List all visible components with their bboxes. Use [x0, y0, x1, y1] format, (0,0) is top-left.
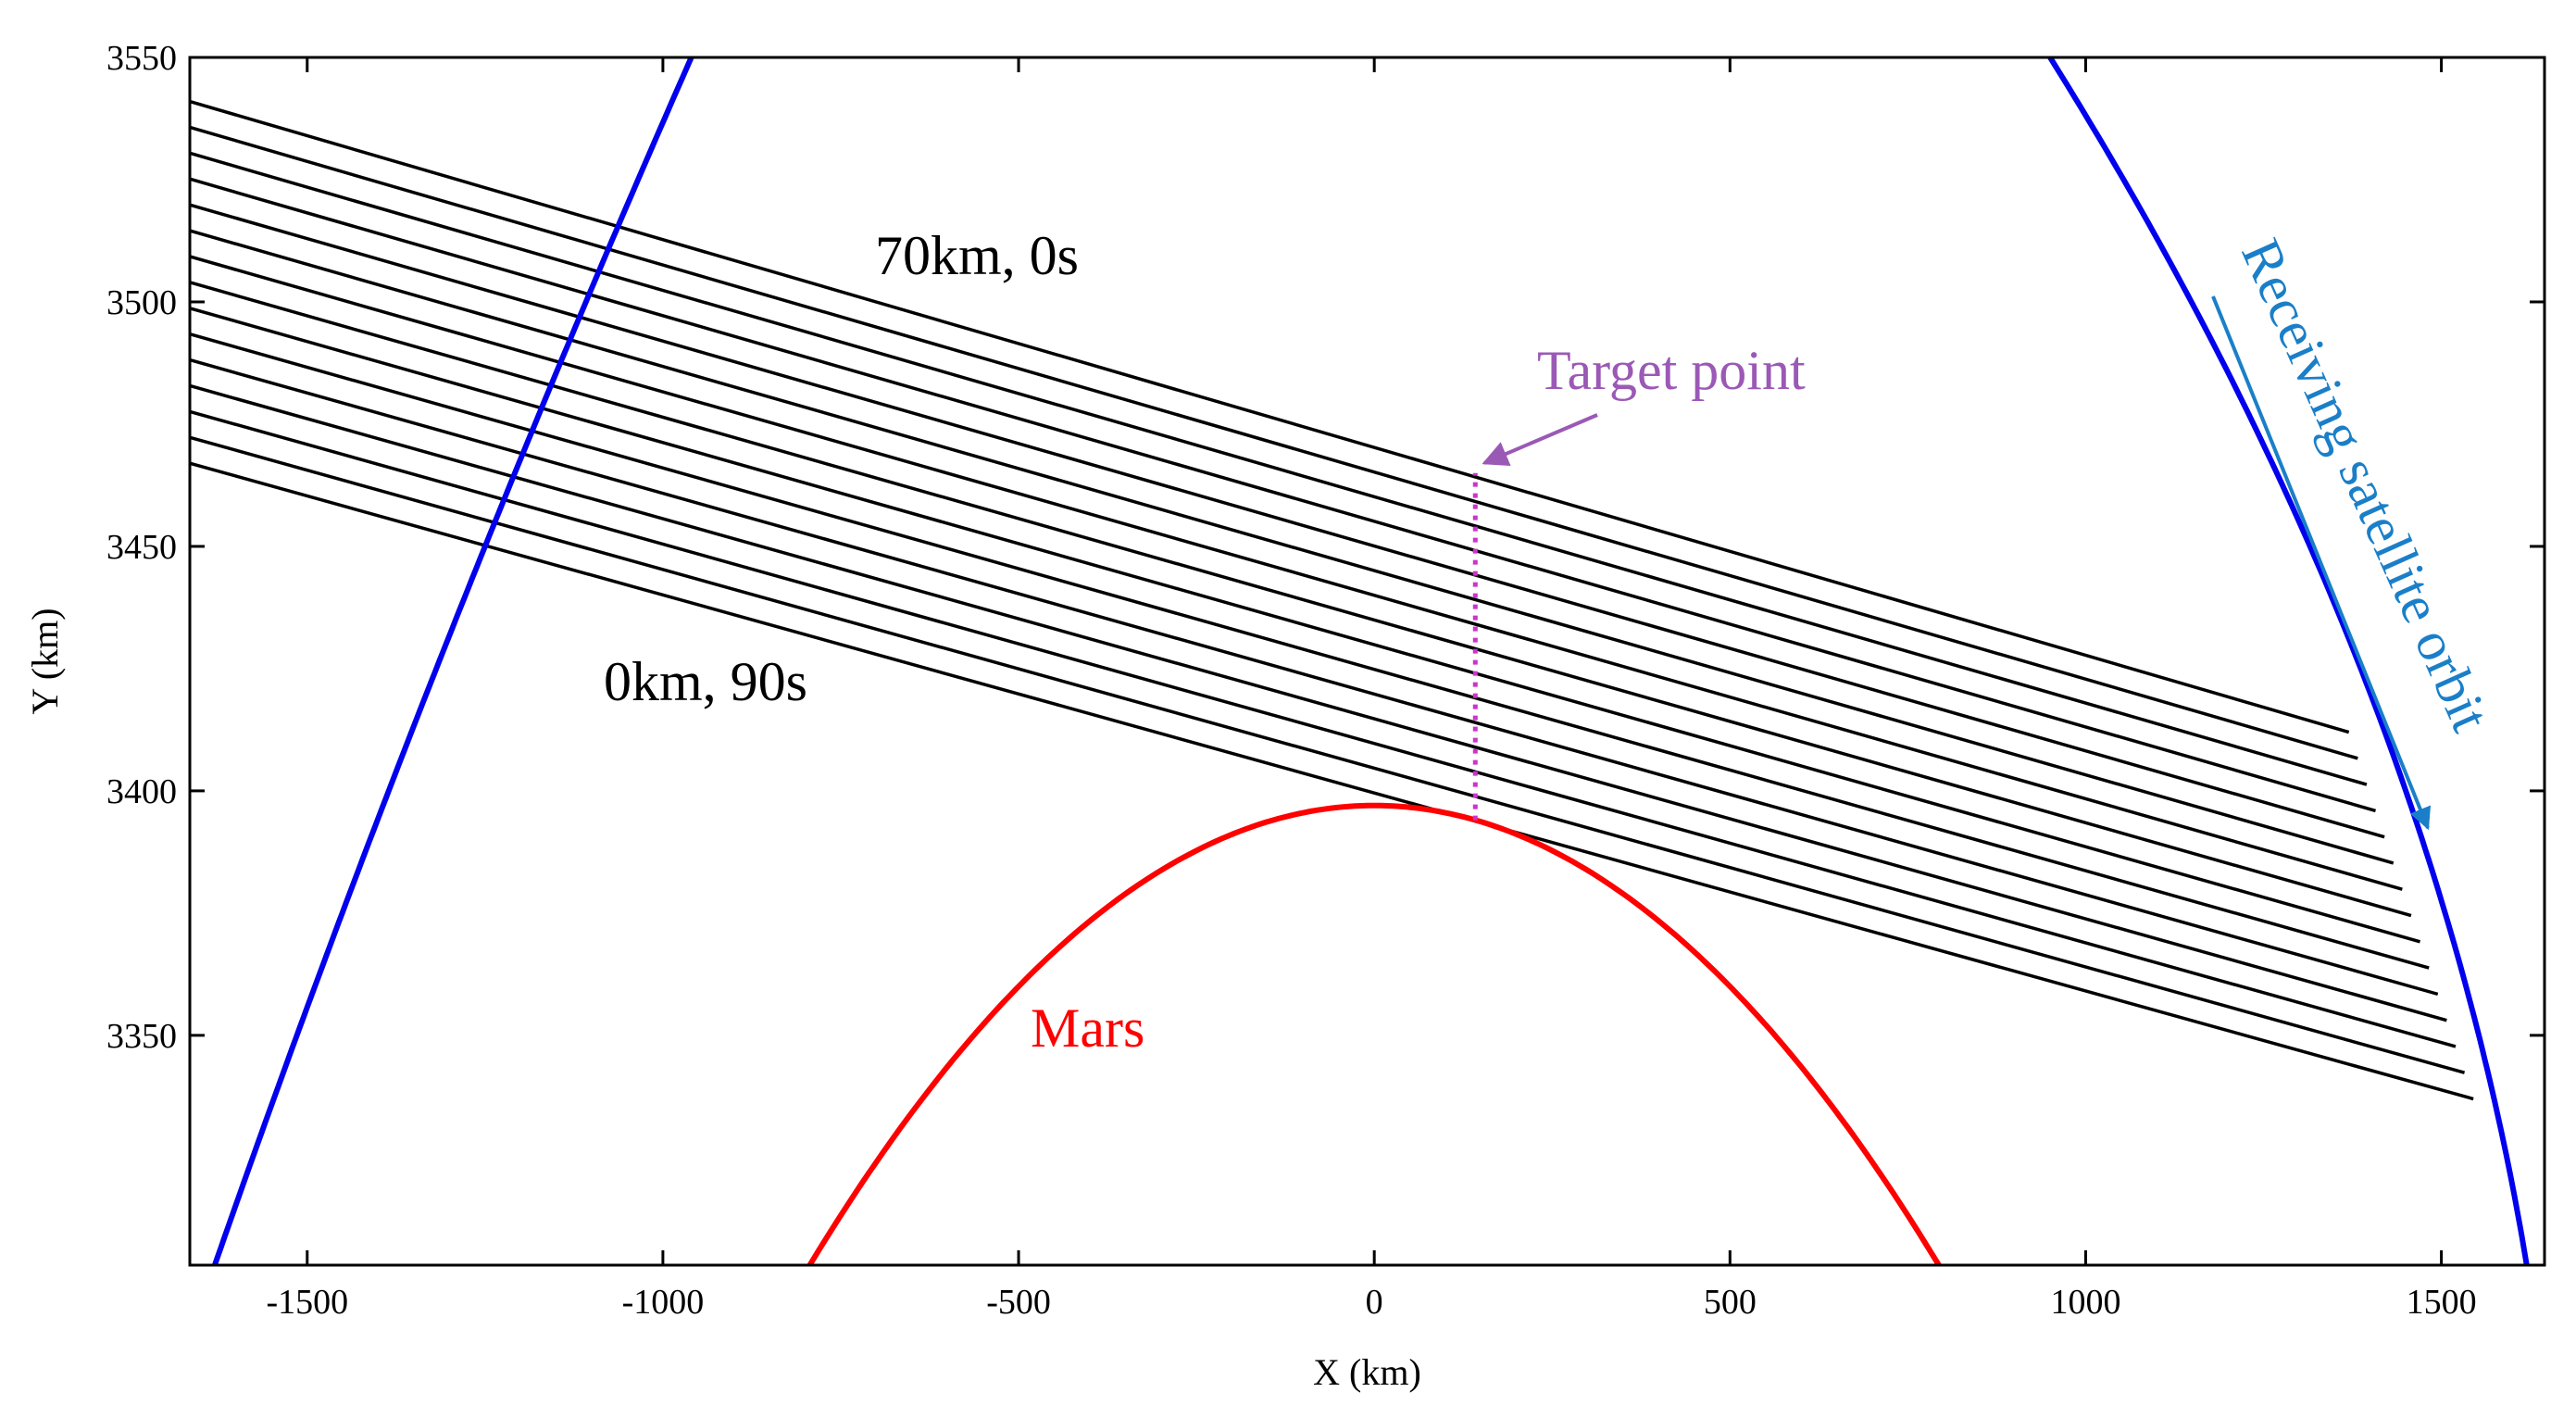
x-tick-label: -500 — [986, 1283, 1051, 1322]
y-tick-label: 3350 — [106, 1017, 177, 1056]
x-axis: -1500 -1000 -500 0 500 1000 1500 — [266, 57, 2477, 1322]
target-point-label: Target point — [1537, 340, 1806, 401]
x-tick-label: -1000 — [622, 1283, 705, 1322]
y-tick-label: 3400 — [106, 772, 177, 811]
y-tick-label: 3450 — [106, 528, 177, 567]
x-tick-label: 500 — [1704, 1283, 1757, 1322]
ray-line — [190, 307, 2421, 944]
mars-curve — [806, 802, 1943, 1265]
orbit-left-branch — [211, 57, 694, 1265]
ray-line — [190, 409, 2457, 1048]
target-point-arrow — [1482, 413, 1598, 466]
x-tick-label: 1500 — [2407, 1283, 2477, 1322]
ray-line — [190, 229, 2395, 865]
ray-lines — [190, 99, 2474, 1101]
x-tick-label: 1000 — [2050, 1283, 2120, 1322]
orbit-right-branch — [2046, 57, 2530, 1265]
x-tick-label: 0 — [1366, 1283, 1383, 1322]
x-axis-title: X (km) — [1313, 1351, 1421, 1393]
ray-bottom-label: 0km, 90s — [604, 651, 807, 712]
y-axis: 3350 3400 3450 3500 3550 — [106, 39, 2545, 1056]
orbit-direction-arrow — [2211, 295, 2432, 831]
plot-content — [190, 57, 2530, 1265]
ray-line — [190, 203, 2385, 839]
ray-line — [190, 281, 2412, 918]
ray-line — [190, 99, 2350, 734]
y-tick-label: 3500 — [106, 283, 177, 322]
ray-line — [190, 358, 2439, 997]
ray-line — [190, 461, 2474, 1101]
plot-background — [190, 57, 2545, 1265]
mars-label: Mars — [1031, 997, 1144, 1059]
ray-line — [190, 177, 2377, 813]
ray-top-label: 70km, 0s — [875, 225, 1079, 286]
ray-line — [190, 151, 2368, 786]
y-tick-label: 3550 — [106, 39, 177, 78]
plot-frame — [188, 56, 2546, 1267]
y-axis-title: Y (km) — [24, 608, 66, 714]
ray-line — [190, 332, 2430, 970]
ray-line — [190, 125, 2358, 760]
ray-line — [190, 435, 2466, 1074]
ray-line — [190, 383, 2447, 1022]
x-tick-label: -1500 — [266, 1283, 348, 1322]
